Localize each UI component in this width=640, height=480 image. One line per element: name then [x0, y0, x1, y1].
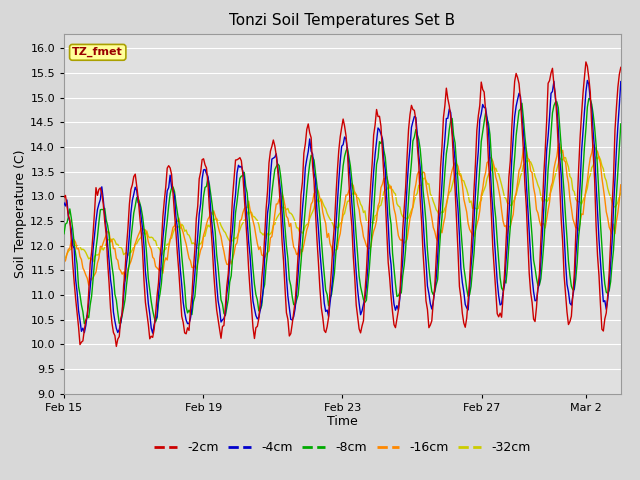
Title: Tonzi Soil Temperatures Set B: Tonzi Soil Temperatures Set B — [229, 13, 456, 28]
Y-axis label: Soil Temperature (C): Soil Temperature (C) — [15, 149, 28, 278]
X-axis label: Time: Time — [327, 415, 358, 429]
Legend: -2cm, -4cm, -8cm, -16cm, -32cm: -2cm, -4cm, -8cm, -16cm, -32cm — [150, 436, 535, 459]
Text: TZ_fmet: TZ_fmet — [72, 47, 123, 58]
